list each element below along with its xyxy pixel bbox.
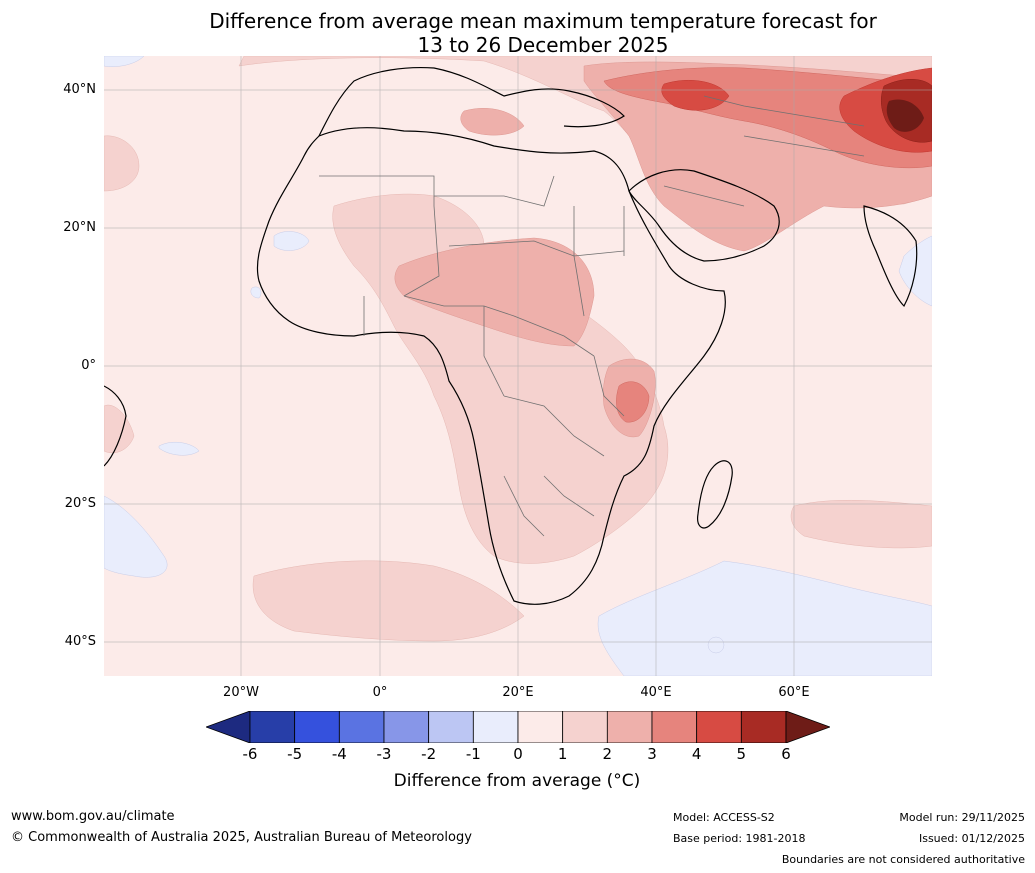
colorbar-cell xyxy=(294,711,340,743)
lon-label-20w: 20°W xyxy=(223,685,259,700)
arabia-coastline xyxy=(628,169,780,262)
boundaries-disclaimer: Boundaries are not considered authoritat… xyxy=(781,853,1025,866)
country-boundaries xyxy=(319,95,865,537)
title-line-1: Difference from average mean maximum tem… xyxy=(209,9,877,33)
lon-label-0: 0° xyxy=(372,685,388,700)
colorbar-arrow-low xyxy=(206,711,251,743)
map-title: Difference from average mean maximum tem… xyxy=(0,9,1035,57)
colorbar-cell xyxy=(428,711,474,743)
lon-label-60e: 60°E xyxy=(778,685,810,700)
lon-label-40e: 40°E xyxy=(640,685,672,700)
colorbar-cell xyxy=(606,711,653,743)
coastlines xyxy=(104,67,918,605)
colorbar-tick-label: 0 xyxy=(513,745,523,763)
base-period: Base period: 1981-2018 xyxy=(673,832,806,845)
madagascar-coastline xyxy=(697,460,733,529)
colorbar-cell xyxy=(696,711,742,743)
colorbar-tick-label: 2 xyxy=(602,745,613,763)
temperature-anomaly-map xyxy=(104,56,932,676)
colorbar-cell xyxy=(562,711,608,743)
colorbar-tick-label: 4 xyxy=(691,745,702,763)
colorbar-cell xyxy=(651,711,698,743)
south-america-coastline xyxy=(104,385,127,467)
lat-label-20s: 20°S xyxy=(64,496,96,511)
colorbar-cell xyxy=(338,711,385,743)
lat-label-20n: 20°N xyxy=(63,220,96,235)
copyright-text: © Commonwealth of Australia 2025, Austra… xyxy=(11,830,472,845)
website-link[interactable]: www.bom.gov.au/climate xyxy=(11,809,175,824)
map-canvas xyxy=(104,56,932,676)
lat-label-40s: 40°S xyxy=(64,634,96,649)
colorbar-cell xyxy=(472,711,519,743)
lat-label-equator: 0° xyxy=(81,358,96,373)
colorbar-cell xyxy=(517,711,564,743)
colorbar-tick-label: -2 xyxy=(421,745,437,763)
colorbar-cell xyxy=(249,711,296,743)
colorbar-tick-label: -6 xyxy=(242,745,258,763)
colorbar-tick-label: 3 xyxy=(647,745,657,763)
colorbar-tick-label: -3 xyxy=(376,745,392,763)
title-line-2: 13 to 26 December 2025 xyxy=(417,33,669,57)
model-run-date: Model run: 29/11/2025 xyxy=(899,811,1025,824)
colorbar-cells xyxy=(206,711,830,743)
issued-date: Issued: 01/12/2025 xyxy=(918,832,1025,845)
colorbar-arrow-high xyxy=(785,711,830,743)
africa-coastline xyxy=(256,127,726,605)
colorbar-tick-label: 1 xyxy=(557,745,568,763)
positive-over-6-regions xyxy=(886,99,924,132)
colorbar-tick-label: 5 xyxy=(736,745,747,763)
colorbar-tick-label: 6 xyxy=(781,745,791,763)
lat-label-40n: 40°N xyxy=(63,82,96,97)
colorbar xyxy=(206,711,830,743)
colorbar-tick-label: -4 xyxy=(331,745,347,763)
europe-coastline xyxy=(318,67,625,137)
graticule xyxy=(104,56,932,676)
india-coastline xyxy=(863,205,918,307)
negative-anomaly-regions xyxy=(104,56,932,676)
colorbar-cell xyxy=(383,711,430,743)
lon-label-20e: 20°E xyxy=(502,685,534,700)
colorbar-cell xyxy=(740,711,787,743)
colorbar-tick-label: -5 xyxy=(287,745,303,763)
colorbar-label: Difference from average (°C) xyxy=(393,771,641,791)
colorbar-tick-label: -1 xyxy=(465,745,481,763)
model-name: Model: ACCESS-S2 xyxy=(673,811,775,824)
